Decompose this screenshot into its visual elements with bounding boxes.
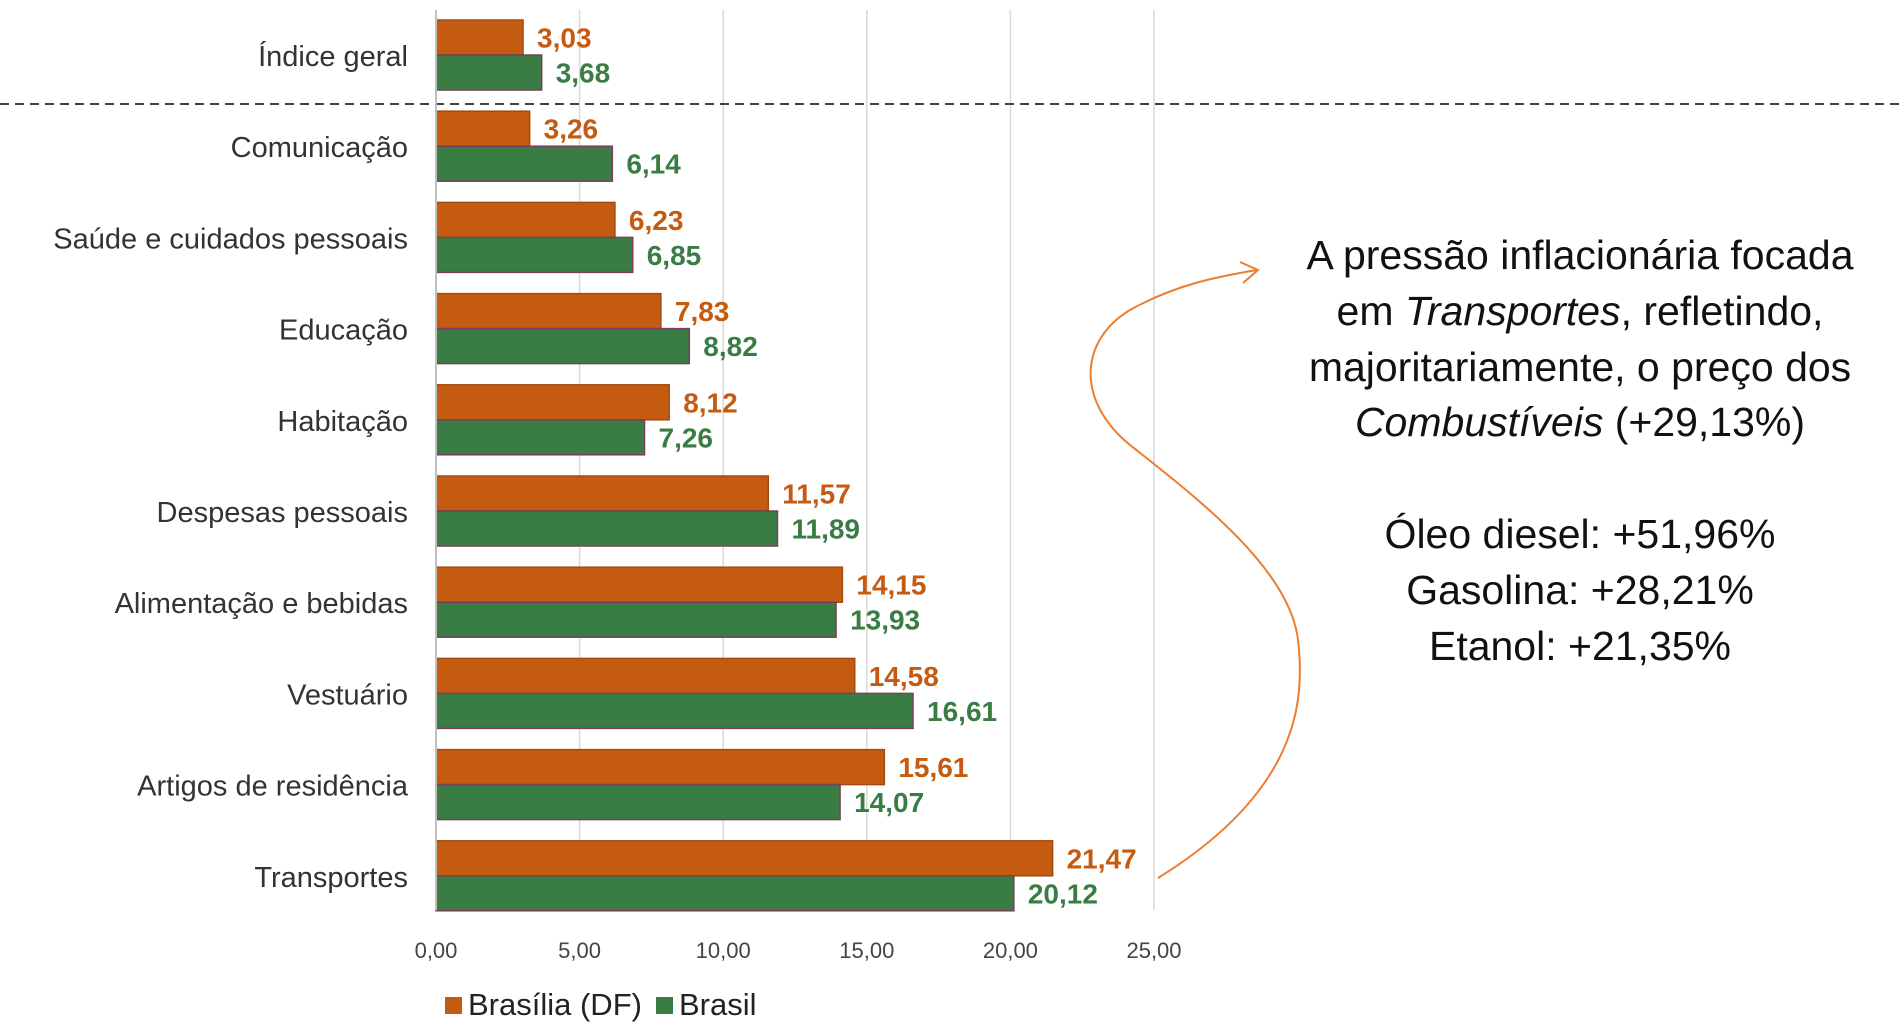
bar-brasilia [435,748,886,786]
bar-brasilia [435,292,662,330]
chart-legend: Brasília (DF) Brasil [445,987,757,1023]
annotation-text-fragment: (+29,13%) [1603,399,1806,446]
annotation-line: A pressão inflacionária focada [1306,232,1854,278]
bar-brasil [435,783,841,821]
x-tick-label: 20,00 [983,938,1038,963]
data-label-brasil: 6,14 [626,149,681,180]
annotation-line: Combustíveis (+29,13%) [1270,395,1890,451]
data-label-brasilia: 7,83 [675,296,730,327]
x-tick-label: 5,00 [558,938,601,963]
legend-label-brasil: Brasil [678,987,757,1022]
category-label: Índice geral [258,40,408,73]
x-tick-label: 10,00 [696,938,751,963]
legend-label-brasilia: Brasília (DF) [468,987,642,1022]
category-label: Comunicação [231,132,408,164]
annotation-emphasis: Combustíveis [1354,399,1604,446]
annotation-arrowhead [1239,261,1260,284]
category-label: Vestuário [287,679,408,711]
legend-item-brasil: Brasil [655,987,757,1023]
annotation-item: Etanol: +21,35% [1428,622,1732,669]
bar-brasil [435,327,691,365]
legend-item-brasilia: Brasília (DF) [445,987,642,1023]
data-label-brasil: 14,07 [854,787,924,818]
data-label-brasilia: 6,23 [629,205,684,236]
annotation-line: em Transportes, refletindo, [1270,284,1890,340]
annotation-emphasis: Transportes [1404,287,1621,334]
category-label: Despesas pessoais [157,497,408,529]
data-label-brasilia: 14,15 [856,570,926,601]
bar-brasilia [435,384,670,421]
x-tick-label: 15,00 [839,938,894,963]
category-label: Habitação [277,406,408,438]
data-label-brasilia: 8,12 [683,387,738,418]
bars [435,19,1054,912]
category-label: Artigos de residência [137,771,409,803]
annotation-text-fragment: , refletindo, [1620,287,1824,334]
bar-brasil [435,510,779,547]
bar-brasilia [435,110,531,147]
legend-swatch-brasil [655,996,673,1014]
data-label-brasil: 3,68 [556,58,611,89]
data-label-brasilia: 11,57 [782,479,851,510]
bar-brasil [435,692,914,730]
data-label-brasil: 7,26 [659,422,714,453]
legend-swatch-brasilia [445,996,462,1014]
category-label: Educação [279,315,408,347]
bar-brasilia [435,475,770,512]
category-label: Saúde e cuidados pessoais [53,223,408,255]
data-label-brasil: 20,12 [1028,878,1098,909]
data-label-brasil: 11,89 [791,514,860,545]
bar-brasil [435,419,646,456]
data-label-brasilia: 14,58 [869,661,939,692]
data-label-brasilia: 3,03 [537,23,592,54]
data-label-brasilia: 15,61 [898,752,968,783]
bar-brasil [435,236,634,274]
category-label: Alimentação e bebidas [115,588,408,620]
annotation-item: Óleo diesel: +51,96% [1384,511,1776,557]
data-label-brasilia: 3,26 [544,114,599,145]
data-label-brasil: 16,61 [927,696,997,727]
category-label: Transportes [254,862,408,894]
data-label-brasil: 8,82 [703,331,758,362]
data-label-brasil: 6,85 [647,240,702,271]
annotation-item: Gasolina: +28,21% [1406,566,1754,613]
data-label-brasilia: 21,47 [1067,843,1137,874]
annotation-text: A pressão inflacionária focada em Transp… [1270,228,1890,674]
annotation-text-fragment: em [1336,287,1405,334]
x-tick-label: 25,00 [1126,938,1181,963]
bar-brasil [435,875,1015,912]
x-tick-label: 0,00 [415,938,458,963]
bar-brasil [435,145,614,182]
annotation-line: majoritariamente, o preço dos [1308,343,1852,390]
data-label-brasil: 13,93 [850,605,920,636]
bar-brasilia [435,566,844,603]
bar-brasilia [435,657,856,695]
bar-brasilia [435,201,616,239]
bar-brasilia [435,19,524,56]
annotation-arrow [1089,269,1301,879]
bar-brasilia [435,840,1054,877]
bar-brasil [435,601,837,638]
labels: 0,00 5,00 10,00 15,00 20,00 25,00 Índice geral… [53,23,1181,964]
bar-brasil [435,54,543,91]
